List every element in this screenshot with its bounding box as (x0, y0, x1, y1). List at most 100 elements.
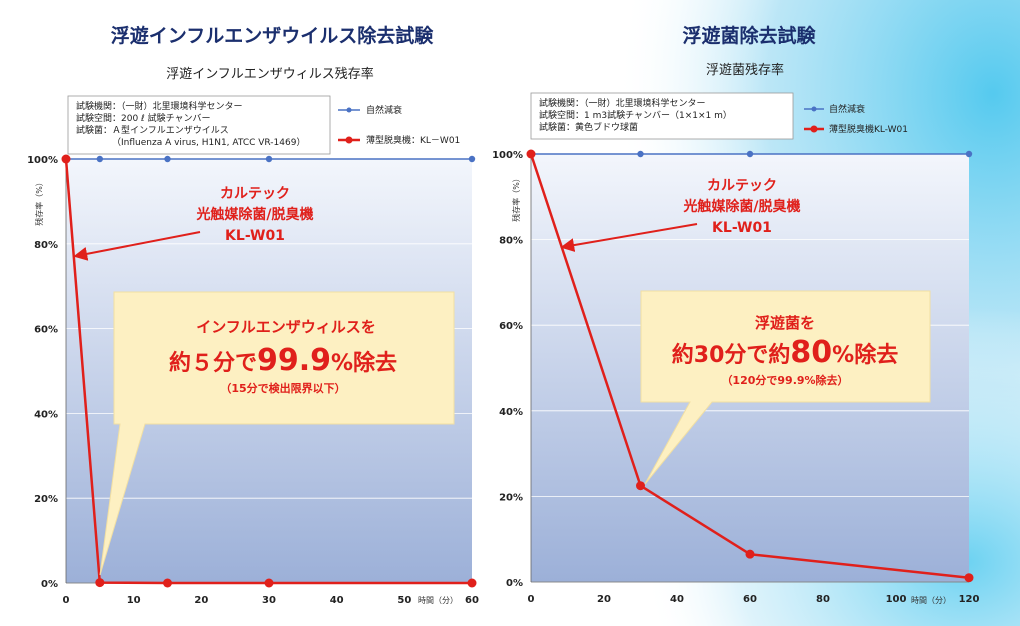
chart1-annotation-line: KL-W01 (225, 228, 285, 244)
chart1-annotation-arrow (73, 231, 201, 261)
y-tick-label: 100% (27, 155, 58, 166)
chart1-callout-line2: 約５分で99.9%除去 (169, 343, 397, 378)
chart2-callout-line2c: %除去 (832, 342, 898, 368)
y-tick-label: 80% (499, 236, 523, 247)
data-point (468, 155, 476, 163)
chart2-callout-line2b: 80 (790, 335, 832, 370)
data-point (96, 155, 104, 163)
x-tick-label: 20 (194, 595, 208, 606)
data-point (163, 578, 172, 588)
chart2-callout: 浮遊菌を 約30分で約80%除去 （120分で99.9%除去） (640, 290, 931, 485)
chart2-info-line: 試験機関：（一財）北里環境科学センター (539, 97, 706, 109)
data-point (964, 573, 974, 583)
influenza-chart: 浮遊インフルエンザウイルス除去試験 浮遊インフルエンザウィルス残存率 0% 20%… (27, 24, 479, 606)
data-point (745, 549, 755, 559)
x-tick-label: 0 (63, 595, 70, 606)
data-point (636, 481, 645, 491)
chart1-callout-line2b: 99.9 (257, 343, 331, 378)
chart1-annotation-line: カルテック (220, 186, 290, 202)
y-tick-label: 100% (492, 150, 523, 161)
chart2-legend-device: 薄型脱臭機KL-W01 (829, 123, 908, 135)
y-tick-label: 40% (34, 409, 58, 420)
data-point (526, 149, 536, 159)
data-point (61, 154, 71, 164)
chart1-title: 浮遊インフルエンザウイルス除去試験 (111, 24, 434, 47)
chart2-info-box: 試験機関：（一財）北里環境科学センター 試験空間：1 m3試験チャンバー（1×1… (530, 92, 794, 140)
data-point (965, 150, 973, 158)
chart2-annotation-line: カルテック (707, 178, 777, 194)
data-point (164, 155, 171, 163)
x-tick-label: 80 (816, 594, 830, 605)
data-point (467, 578, 477, 588)
x-tick-label: 30 (262, 595, 276, 606)
chart1-info-line: 試験菌：Ａ型インフルエンザウイルス (76, 124, 229, 136)
chart2-y-tick-labels: 0% 20% 40% 60% 80% 100% (492, 150, 523, 589)
x-tick-label: 20 (597, 594, 611, 605)
chart1-info-line: 試験機関：（一財）北里環境科学センター (76, 100, 243, 112)
chart1-callout-line2c: %除去 (331, 350, 397, 376)
x-tick-label: 40 (330, 595, 344, 606)
data-point (95, 578, 105, 588)
y-tick-label: 80% (34, 240, 58, 251)
x-tick-label: 10 (127, 595, 141, 606)
chart2-product-annotation: カルテック 光触媒除菌/脱臭機 KL-W01 (560, 178, 801, 253)
chart1-x-tick-labels: 0 10 20 30 40 50 60 (63, 595, 479, 606)
chart1-info-line: （Influenza A virus, H1N1, ATCC VR-1469） (112, 137, 305, 148)
x-tick-label: 50 (397, 595, 411, 606)
chart1-callout: インフルエンザウィルスを 約５分で99.9%除去 （15分で検出限界以下） (99, 291, 455, 576)
chart1-callout-line3: （15分で検出限界以下） (220, 381, 345, 395)
chart1-y-axis-label: 残存率（%） (34, 178, 44, 226)
x-tick-label: 40 (670, 594, 684, 605)
chart1-x-axis-label: 時間（分） (418, 596, 458, 605)
chart1-info-box: 試験機関：（一財）北里環境科学センター 試験空間：200 ℓ 試験チャンバー 試… (67, 95, 331, 155)
chart2-subtitle: 浮遊菌残存率 (706, 62, 784, 78)
y-tick-label: 0% (41, 579, 58, 590)
chart1-info-line: 試験空間：200 ℓ 試験チャンバー (76, 112, 211, 124)
chart2-annotation-line: 光触媒除菌/脱臭機 (682, 198, 800, 215)
chart1-legend-device: 薄型脱臭機：KL－W01 (366, 134, 460, 146)
chart2-callout-line3: （120分で99.9%除去） (721, 373, 848, 387)
chart1-subtitle: 浮遊インフルエンザウィルス残存率 (166, 66, 374, 82)
chart2-x-axis-label: 時間（分） (911, 596, 951, 605)
chart2-annotation-line: KL-W01 (712, 220, 772, 236)
data-point (264, 578, 274, 588)
data-point (265, 155, 273, 163)
y-tick-label: 60% (499, 321, 523, 332)
chart2-y-axis-label: 残存率（%） (511, 174, 521, 222)
data-point (637, 150, 644, 158)
y-tick-label: 20% (34, 494, 58, 505)
chart2-callout-line2: 約30分で約80%除去 (672, 335, 898, 370)
chart1-annotation-line: 光触媒除菌/脱臭機 (195, 206, 313, 223)
chart1-callout-line2a: 約５分で (169, 350, 257, 376)
chart1-legend-natural: 自然減衰 (366, 104, 402, 116)
data-point (746, 150, 754, 158)
chart1-callout-line1: インフルエンザウィルスを (196, 318, 376, 336)
x-tick-label: 0 (528, 594, 535, 605)
chart2-gridlines (530, 153, 969, 583)
chart2-info-line: 試験空間：1 m3試験チャンバー（1×1×1 m） (539, 109, 732, 121)
y-tick-label: 20% (499, 492, 523, 503)
chart1-y-tick-labels: 0% 20% 40% 60% 80% 100% (27, 155, 58, 590)
series-line (529, 153, 970, 579)
airborne-bacteria-chart: 浮遊菌除去試験 浮遊菌残存率 0% 20% 40% 60% 80% 100% 0 20 40 6… (492, 24, 979, 605)
x-tick-label: 60 (465, 595, 479, 606)
chart2-series-device (526, 149, 974, 583)
chart2-legend: 自然減衰 薄型脱臭機KL-W01 (804, 103, 908, 135)
chart2-title: 浮遊菌除去試験 (682, 24, 816, 47)
chart2-info-line: 試験菌：黄色ブドウ球菌 (539, 121, 638, 133)
y-tick-label: 0% (506, 578, 523, 589)
chart2-legend-natural: 自然減衰 (829, 103, 865, 115)
y-tick-label: 60% (34, 325, 58, 336)
chart1-series-device (61, 154, 477, 588)
y-tick-label: 40% (499, 407, 523, 418)
x-tick-label: 60 (743, 594, 757, 605)
chart2-callout-line2a: 約30分で約 (672, 342, 791, 368)
chart2-x-tick-labels: 0 20 40 60 80 100 120 (528, 594, 980, 605)
x-tick-label: 100 (886, 594, 907, 605)
chart2-callout-line1: 浮遊菌を (755, 314, 815, 332)
chart1-product-annotation: カルテック 光触媒除菌/脱臭機 KL-W01 (73, 186, 314, 261)
chart1-legend: 自然減衰 薄型脱臭機：KL－W01 (338, 104, 460, 146)
chart2-series-natural (527, 150, 973, 158)
x-tick-label: 120 (959, 594, 980, 605)
chart2-annotation-arrow (560, 223, 698, 253)
